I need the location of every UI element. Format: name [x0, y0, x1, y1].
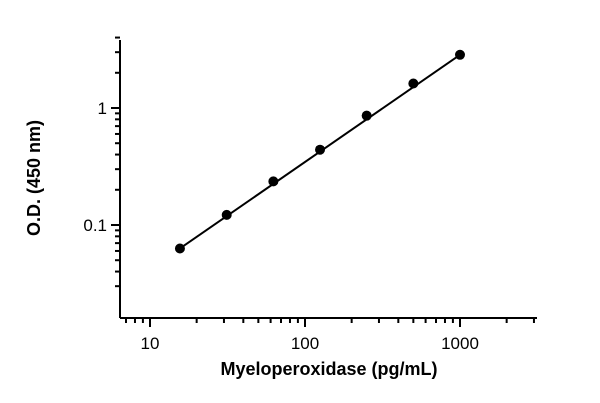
y-tick-label: 1 — [98, 99, 107, 118]
x-tick-label: 10 — [141, 334, 160, 353]
axes: 0.11 10 100 1000 — [83, 36, 537, 353]
x-tick-label: 100 — [291, 334, 319, 353]
data-point — [315, 144, 326, 155]
data-point — [174, 243, 185, 254]
data-points — [174, 49, 465, 254]
data-point — [221, 209, 232, 220]
y-axis-ticks: 0.11 — [83, 36, 120, 288]
data-point — [361, 110, 372, 121]
x-axis-title: Myeloperoxidase (pg/mL) — [220, 359, 437, 379]
x-tick-label: 1000 — [441, 334, 479, 353]
x-axis-ticks: 10 100 1000 — [124, 318, 535, 353]
data-point — [268, 176, 279, 187]
plot-area — [174, 49, 465, 254]
y-axis-title: O.D. (450 nm) — [24, 120, 44, 236]
y-tick-label: 0.1 — [83, 216, 107, 235]
data-point — [408, 78, 419, 89]
data-point — [455, 49, 465, 60]
